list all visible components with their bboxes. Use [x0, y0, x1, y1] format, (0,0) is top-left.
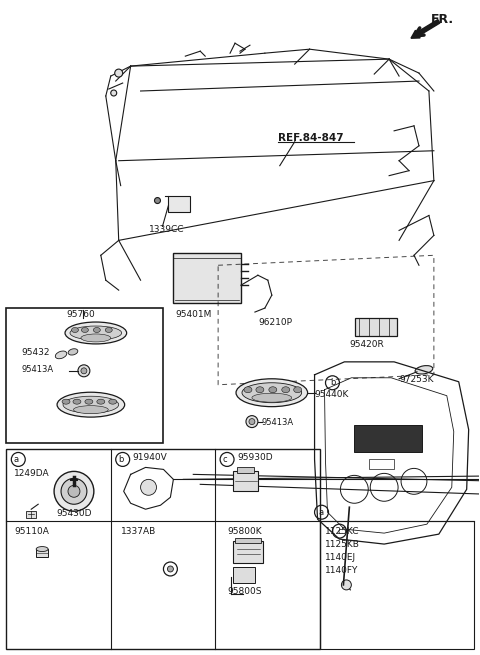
Ellipse shape	[294, 386, 301, 393]
Bar	[355, 318, 397, 336]
Text: 95800S: 95800S	[227, 587, 262, 596]
Text: 95760: 95760	[66, 310, 95, 319]
Ellipse shape	[73, 405, 108, 414]
Text: 95430D: 95430D	[56, 509, 92, 518]
Text: c: c	[337, 527, 342, 536]
Text: c: c	[223, 455, 228, 464]
Text: 95432: 95432	[21, 348, 50, 357]
Text: 1125KC: 1125KC	[324, 527, 359, 536]
Ellipse shape	[65, 322, 127, 344]
Ellipse shape	[68, 348, 78, 355]
Text: 1140EJ: 1140EJ	[324, 553, 356, 562]
Text: 1337AB: 1337AB	[120, 527, 156, 536]
Ellipse shape	[36, 546, 48, 552]
Text: b: b	[330, 379, 335, 387]
Text: a: a	[14, 455, 19, 464]
Ellipse shape	[81, 334, 111, 342]
Ellipse shape	[57, 392, 125, 417]
Circle shape	[141, 479, 156, 495]
Text: 95440K: 95440K	[314, 390, 349, 399]
Text: b: b	[118, 455, 123, 464]
Ellipse shape	[242, 383, 301, 403]
Circle shape	[68, 485, 80, 497]
FancyArrow shape	[411, 20, 440, 38]
Bar	[237, 468, 254, 474]
Ellipse shape	[62, 399, 70, 404]
Text: 95420R: 95420R	[349, 340, 384, 349]
Text: 1125KB: 1125KB	[324, 540, 360, 549]
Bar	[235, 538, 261, 543]
Text: 95800K: 95800K	[227, 527, 262, 536]
Ellipse shape	[282, 386, 290, 393]
Bar	[6, 449, 320, 648]
Bar	[26, 511, 36, 518]
Ellipse shape	[269, 386, 277, 393]
Text: 91940V: 91940V	[132, 453, 168, 462]
Ellipse shape	[105, 328, 112, 333]
Ellipse shape	[252, 393, 292, 402]
Bar	[6, 308, 164, 443]
Ellipse shape	[85, 399, 93, 404]
Ellipse shape	[244, 386, 252, 393]
Circle shape	[81, 368, 87, 374]
Text: a: a	[319, 508, 324, 517]
Ellipse shape	[109, 399, 117, 404]
Ellipse shape	[415, 365, 433, 374]
Circle shape	[111, 90, 117, 96]
Ellipse shape	[97, 399, 105, 404]
Circle shape	[115, 69, 123, 77]
Bar	[233, 541, 263, 563]
Circle shape	[61, 478, 87, 504]
Ellipse shape	[82, 328, 88, 333]
Ellipse shape	[73, 399, 81, 404]
Text: 95413A: 95413A	[262, 418, 294, 426]
Bar	[233, 472, 258, 491]
Text: REF.84-847: REF.84-847	[278, 133, 343, 143]
Text: 95110A: 95110A	[14, 527, 49, 536]
Text: 1140FY: 1140FY	[324, 566, 358, 575]
Ellipse shape	[55, 351, 67, 359]
Ellipse shape	[236, 379, 308, 407]
Circle shape	[246, 416, 258, 428]
Text: FR.: FR.	[431, 13, 454, 26]
Bar	[320, 521, 474, 648]
Ellipse shape	[70, 326, 122, 340]
Ellipse shape	[256, 386, 264, 393]
Circle shape	[78, 365, 90, 377]
Text: 1249DA: 1249DA	[14, 470, 50, 478]
Text: 1339CC: 1339CC	[148, 225, 184, 234]
Ellipse shape	[72, 328, 78, 333]
Bar	[168, 196, 190, 212]
Text: 97253K: 97253K	[399, 375, 433, 384]
Bar	[36, 549, 48, 557]
Ellipse shape	[93, 328, 100, 333]
Bar	[173, 253, 241, 303]
Ellipse shape	[63, 396, 119, 413]
Circle shape	[249, 419, 255, 424]
Text: 95413A: 95413A	[21, 365, 53, 374]
Circle shape	[155, 198, 160, 204]
Bar	[354, 424, 422, 453]
Bar	[369, 459, 394, 470]
Circle shape	[54, 472, 94, 511]
Circle shape	[168, 566, 173, 572]
Text: 95930D: 95930D	[237, 453, 273, 462]
Bar	[233, 567, 255, 583]
Text: 95401M: 95401M	[175, 310, 212, 319]
Circle shape	[341, 580, 351, 590]
Text: 96210P: 96210P	[258, 318, 292, 327]
